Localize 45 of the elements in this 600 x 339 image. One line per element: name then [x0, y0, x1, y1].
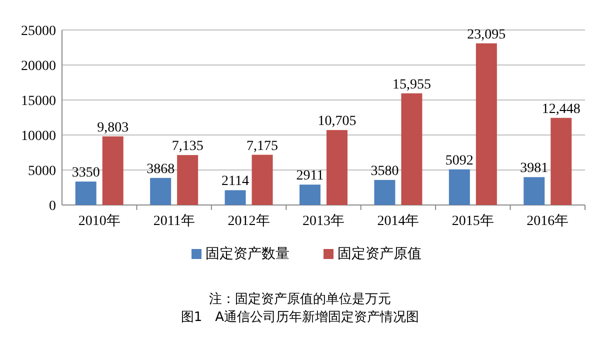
data-label: 23,095 — [467, 27, 506, 42]
bar — [448, 169, 470, 205]
bar — [374, 180, 396, 205]
bar — [401, 93, 422, 205]
x-tick-label: 2016年 — [526, 213, 569, 229]
y-tick-label: 15000 — [21, 94, 56, 109]
legend-label: 固定资产数量 — [206, 246, 290, 262]
data-label: 5092 — [445, 153, 474, 168]
y-tick-label: 25000 — [21, 24, 56, 39]
y-tick-label: 5000 — [28, 164, 56, 179]
bar — [550, 118, 572, 205]
data-label: 10,705 — [318, 114, 356, 130]
bar — [177, 155, 198, 205]
x-tick-label: 2012年 — [228, 213, 270, 229]
data-label: 3981 — [520, 161, 548, 176]
data-label: 3868 — [146, 162, 175, 177]
bar — [150, 178, 172, 205]
x-tick-label: 2013年 — [302, 213, 344, 229]
bar — [252, 154, 273, 205]
text: 注：固定资产原值的单位是万元 — [209, 292, 391, 307]
bar — [524, 177, 545, 205]
data-label: 7,135 — [172, 139, 204, 154]
data-label: 7,175 — [246, 138, 278, 154]
bar — [326, 130, 348, 205]
bar — [224, 190, 246, 205]
data-label: 3350 — [72, 166, 100, 181]
x-tick-label: 2015年 — [452, 213, 494, 229]
caption: 图1 A通信公司历年新增固定资产情况图 — [180, 310, 420, 325]
bar — [102, 136, 124, 205]
data-label: 15,955 — [392, 77, 431, 92]
x-tick-label: 2011年 — [153, 213, 195, 229]
data-label: 9,803 — [97, 120, 129, 136]
y-tick-label: 10000 — [21, 129, 56, 144]
data-label: 2911 — [296, 168, 324, 184]
data-label: 12,448 — [542, 102, 580, 117]
data-label: 2114 — [222, 174, 250, 190]
x-tick-label: 2014年 — [377, 213, 420, 229]
data-label: 3580 — [370, 164, 399, 179]
x-tick-label: 2010年 — [78, 213, 120, 229]
y-tick-label: 0 — [49, 199, 56, 214]
legend-label: 固定资产原值 — [338, 246, 422, 262]
bar — [476, 43, 497, 205]
bar — [75, 182, 96, 205]
bar — [300, 184, 320, 205]
y-tick-label: 20000 — [21, 59, 56, 74]
